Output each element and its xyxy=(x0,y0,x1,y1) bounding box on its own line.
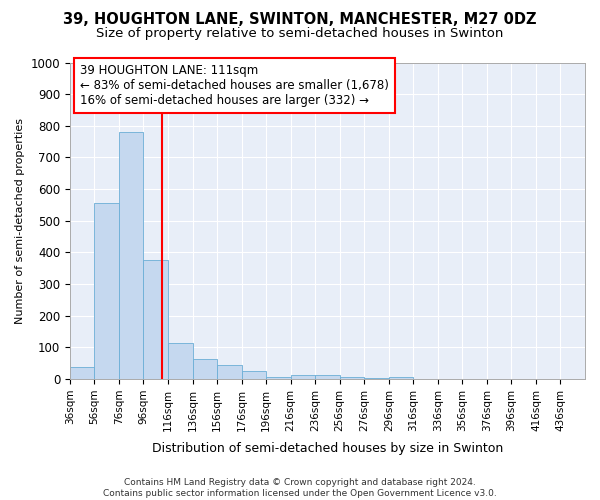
Text: Size of property relative to semi-detached houses in Swinton: Size of property relative to semi-detach… xyxy=(97,28,503,40)
Bar xyxy=(168,342,193,379)
Bar xyxy=(143,260,168,379)
X-axis label: Distribution of semi-detached houses by size in Swinton: Distribution of semi-detached houses by … xyxy=(152,442,503,455)
Y-axis label: Number of semi-detached properties: Number of semi-detached properties xyxy=(15,118,25,324)
Bar xyxy=(70,367,94,379)
Bar xyxy=(290,375,315,379)
Bar xyxy=(364,378,389,379)
Bar xyxy=(340,378,364,379)
Text: Contains HM Land Registry data © Crown copyright and database right 2024.
Contai: Contains HM Land Registry data © Crown c… xyxy=(103,478,497,498)
Bar xyxy=(266,376,290,379)
Bar xyxy=(315,375,340,379)
Text: 39, HOUGHTON LANE, SWINTON, MANCHESTER, M27 0DZ: 39, HOUGHTON LANE, SWINTON, MANCHESTER, … xyxy=(63,12,537,28)
Bar xyxy=(242,371,266,379)
Bar xyxy=(389,376,413,379)
Bar xyxy=(193,360,217,379)
Text: 39 HOUGHTON LANE: 111sqm
← 83% of semi-detached houses are smaller (1,678)
16% o: 39 HOUGHTON LANE: 111sqm ← 83% of semi-d… xyxy=(80,64,389,107)
Bar xyxy=(119,132,143,379)
Bar xyxy=(94,204,119,379)
Bar xyxy=(217,365,242,379)
